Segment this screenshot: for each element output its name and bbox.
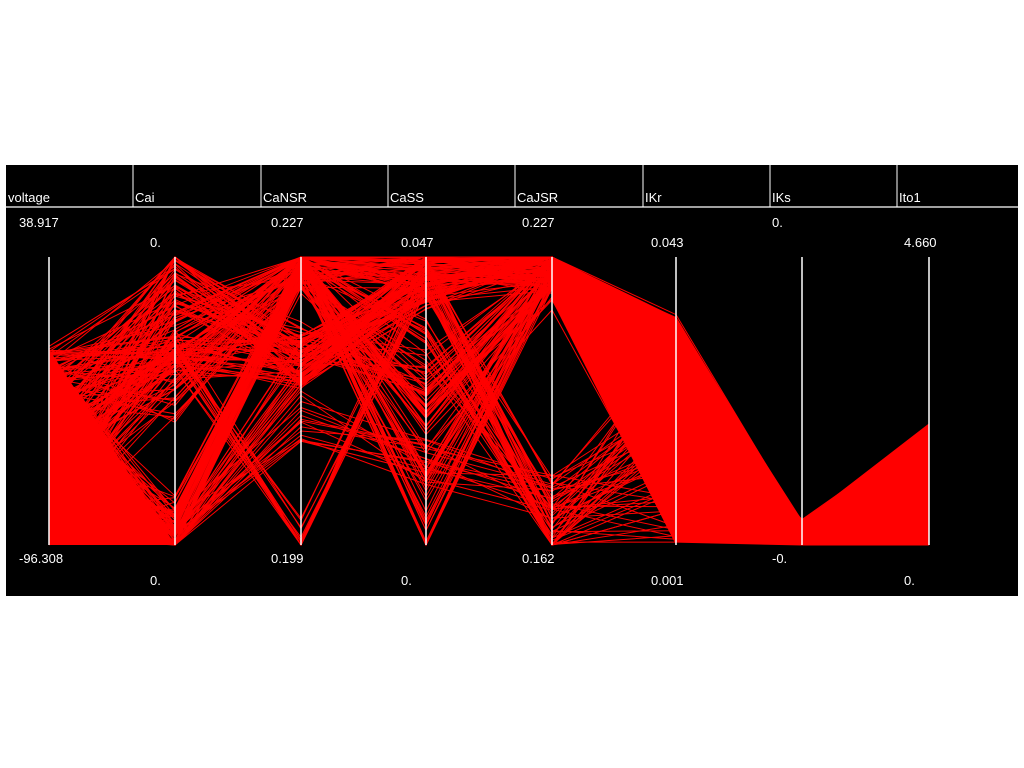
- data-line-x195: [48, 256, 930, 544]
- axis-min-label: -96.308: [19, 551, 63, 566]
- axis-Ito1: Ito1 4.660 0.: [899, 190, 937, 588]
- axis-max-label: 4.660: [904, 235, 937, 250]
- parallel-coordinates-chart: voltage 38.917 -96.308 Cai 0. 0. CaNSR 0.227 0.1…: [6, 165, 1018, 596]
- data-line-x235: [48, 418, 930, 546]
- axis-min-label: 0.162: [522, 551, 555, 566]
- data-line-x209: [48, 282, 930, 542]
- data-line-x257: [48, 266, 930, 535]
- axis-max-label: 0.227: [271, 215, 304, 230]
- data-line-x210: [48, 255, 930, 538]
- axis-min-label: 0.: [904, 573, 915, 588]
- axis-name: CaSS: [390, 190, 424, 205]
- axis-name: IKr: [645, 190, 662, 205]
- axis-CaSS: CaSS 0.047 0.: [390, 190, 434, 588]
- data-line-x255: [48, 256, 930, 529]
- data-line-x157: [48, 256, 930, 546]
- data-line-x259: [48, 256, 930, 544]
- axis-min-label: 0.: [401, 573, 412, 588]
- axis-name: CaNSR: [263, 190, 307, 205]
- data-line-x252: [48, 392, 930, 540]
- axis-max-label: 0.043: [651, 235, 684, 250]
- axis-min-label: -0.: [772, 551, 787, 566]
- axis-name: CaJSR: [517, 190, 558, 205]
- axis-max-label: 0.: [150, 235, 161, 250]
- axis-voltage: voltage 38.917 -96.308: [8, 190, 63, 566]
- data-line-x217: [48, 256, 930, 529]
- data-line-x256: [48, 286, 930, 546]
- axis-max-label: 0.: [772, 215, 783, 230]
- data-line-x232: [48, 256, 930, 538]
- axis-CaJSR: CaJSR 0.227 0.162: [517, 190, 558, 566]
- data-line-x244: [48, 282, 930, 536]
- axis-IKr: IKr 0.043 0.001: [645, 190, 684, 588]
- axis-name: IKs: [772, 190, 791, 205]
- axis-IKs: IKs 0. -0.: [772, 190, 803, 566]
- axis-max-label: 38.917: [19, 215, 59, 230]
- axis-min-label: 0.199: [271, 551, 304, 566]
- data-line-x247: [48, 263, 930, 539]
- data-line-x240: [48, 256, 930, 528]
- axis-name: Ito1: [899, 190, 921, 205]
- axis-Cai: Cai 0. 0.: [135, 190, 176, 588]
- axis-min-label: 0.001: [651, 573, 684, 588]
- axis-CaNSR: CaNSR 0.227 0.199: [263, 190, 307, 566]
- axis-max-label: 0.047: [401, 235, 434, 250]
- data-line-x229: [48, 286, 930, 533]
- data-line-x250: [48, 267, 930, 530]
- data-line-x246: [48, 264, 930, 521]
- data-line-x245: [48, 256, 930, 542]
- axis-name: voltage: [8, 190, 50, 205]
- axis-max-label: 0.227: [522, 215, 555, 230]
- polyline-group: [48, 255, 930, 547]
- axis-name: Cai: [135, 190, 155, 205]
- chart-svg: voltage 38.917 -96.308 Cai 0. 0. CaNSR 0.227 0.1…: [6, 165, 1018, 588]
- data-line-x258: [48, 271, 930, 525]
- axis-min-label: 0.: [150, 573, 161, 588]
